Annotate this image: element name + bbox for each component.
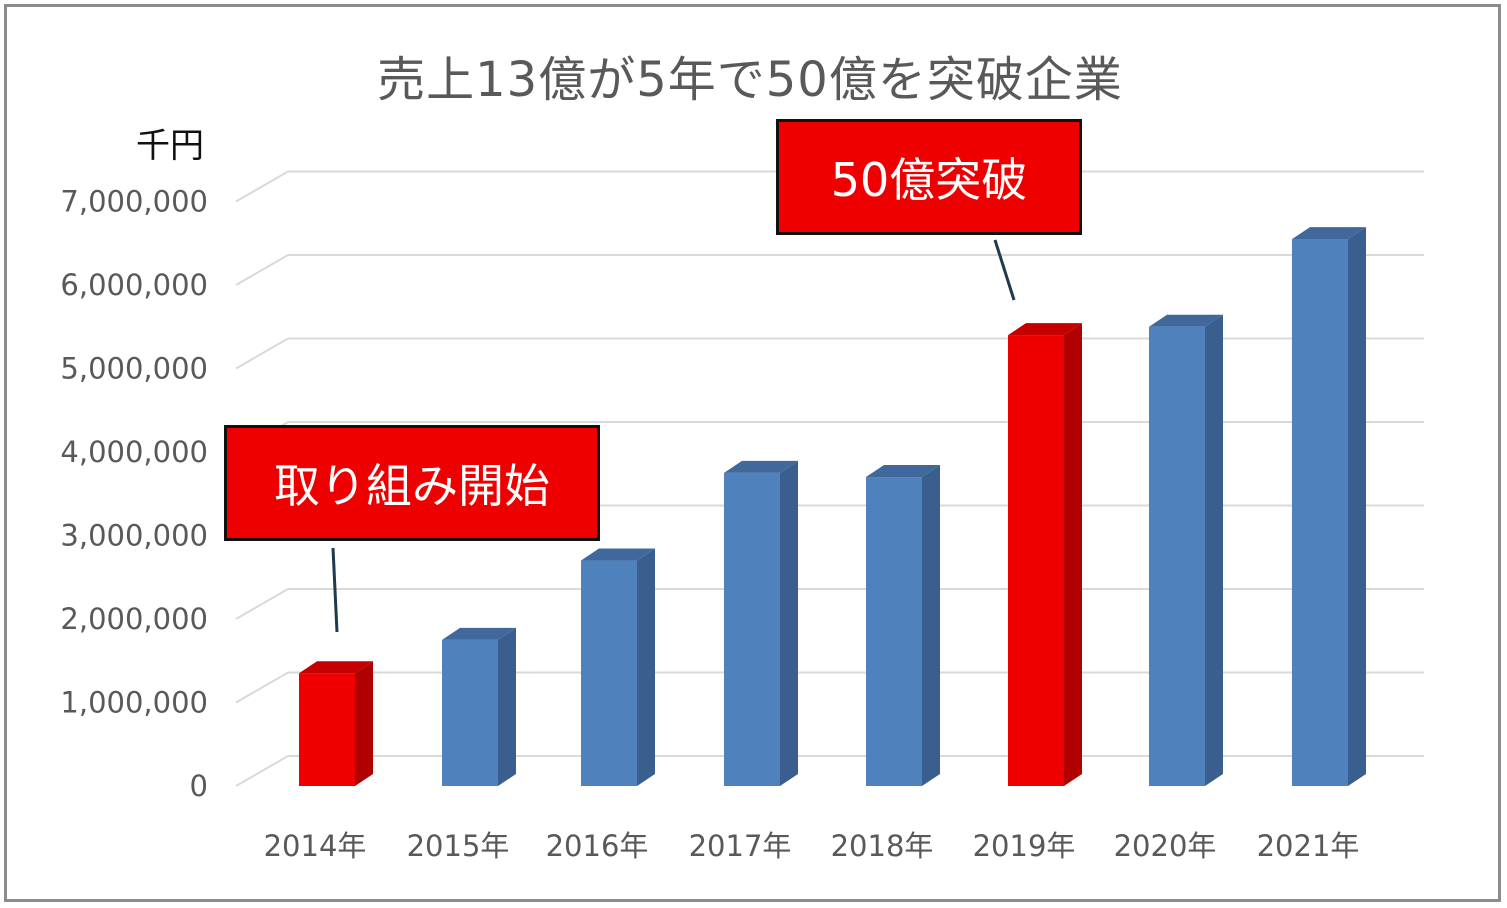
y-axis-unit: 千円: [136, 126, 204, 166]
bar-top-2016年: [581, 548, 655, 561]
gridline-depth: [235, 337, 289, 370]
bar-side-2014年: [355, 661, 373, 786]
y-tick-label: 7,000,000: [60, 185, 208, 219]
x-tick-label: 2018年: [831, 829, 934, 863]
chart-title: 売上13億が5年で50億を突破企業: [377, 52, 1123, 108]
x-tick-label: 2019年: [973, 829, 1076, 863]
bar-side-2020年: [1205, 314, 1223, 786]
leader-line-start: [331, 547, 339, 633]
bar-top-2014年: [299, 661, 373, 674]
gridline-depth: [235, 671, 289, 704]
bar-front-2017年: [724, 472, 780, 786]
bar-front-2014年: [299, 673, 355, 786]
y-tick-label: 1,000,000: [60, 686, 208, 720]
bar-top-2015年: [442, 627, 516, 640]
bar-top-2018年: [866, 465, 940, 478]
y-tick-label: 4,000,000: [60, 435, 208, 469]
gridline-depth: [235, 755, 289, 787]
bar-top-2019年: [1008, 323, 1082, 336]
x-tick-label: 2015年: [407, 829, 510, 863]
bar-top-2021年: [1292, 227, 1366, 240]
bar-front-2021年: [1292, 239, 1348, 786]
x-tick-label: 2020年: [1114, 829, 1217, 863]
bar-front-2015年: [442, 639, 498, 786]
gridline-depth: [235, 170, 289, 203]
x-tick-label: 2021年: [1257, 829, 1360, 863]
leader-line-5bn: [993, 239, 1016, 301]
y-tick-label: 5,000,000: [60, 352, 208, 386]
y-tick-label: 6,000,000: [60, 268, 208, 302]
bar-side-2018年: [922, 465, 940, 786]
bar-side-2016年: [637, 548, 655, 786]
x-tick-label: 2014年: [264, 829, 367, 863]
bar-side-2021年: [1348, 227, 1366, 786]
bar-side-2019年: [1064, 323, 1082, 786]
bar-top-2020年: [1149, 314, 1223, 327]
gridline-depth: [235, 254, 289, 286]
bar-side-2015年: [498, 627, 516, 786]
gridline-depth: [235, 588, 289, 620]
y-tick-label: 2,000,000: [60, 602, 208, 636]
x-tick-label: 2016年: [546, 829, 649, 863]
annotation-5bn: 50億突破: [776, 119, 1082, 235]
annotation-start: 取り組み開始: [224, 425, 600, 541]
bar-front-2018年: [866, 477, 922, 786]
bar-front-2016年: [581, 560, 637, 786]
y-tick-label: 0: [190, 769, 208, 803]
bar-front-2019年: [1008, 335, 1064, 786]
x-tick-label: 2017年: [689, 829, 792, 863]
bar-front-2020年: [1149, 326, 1205, 786]
bar-side-2017年: [780, 460, 798, 786]
y-tick-label: 3,000,000: [60, 519, 208, 553]
bar-top-2017年: [724, 460, 798, 473]
